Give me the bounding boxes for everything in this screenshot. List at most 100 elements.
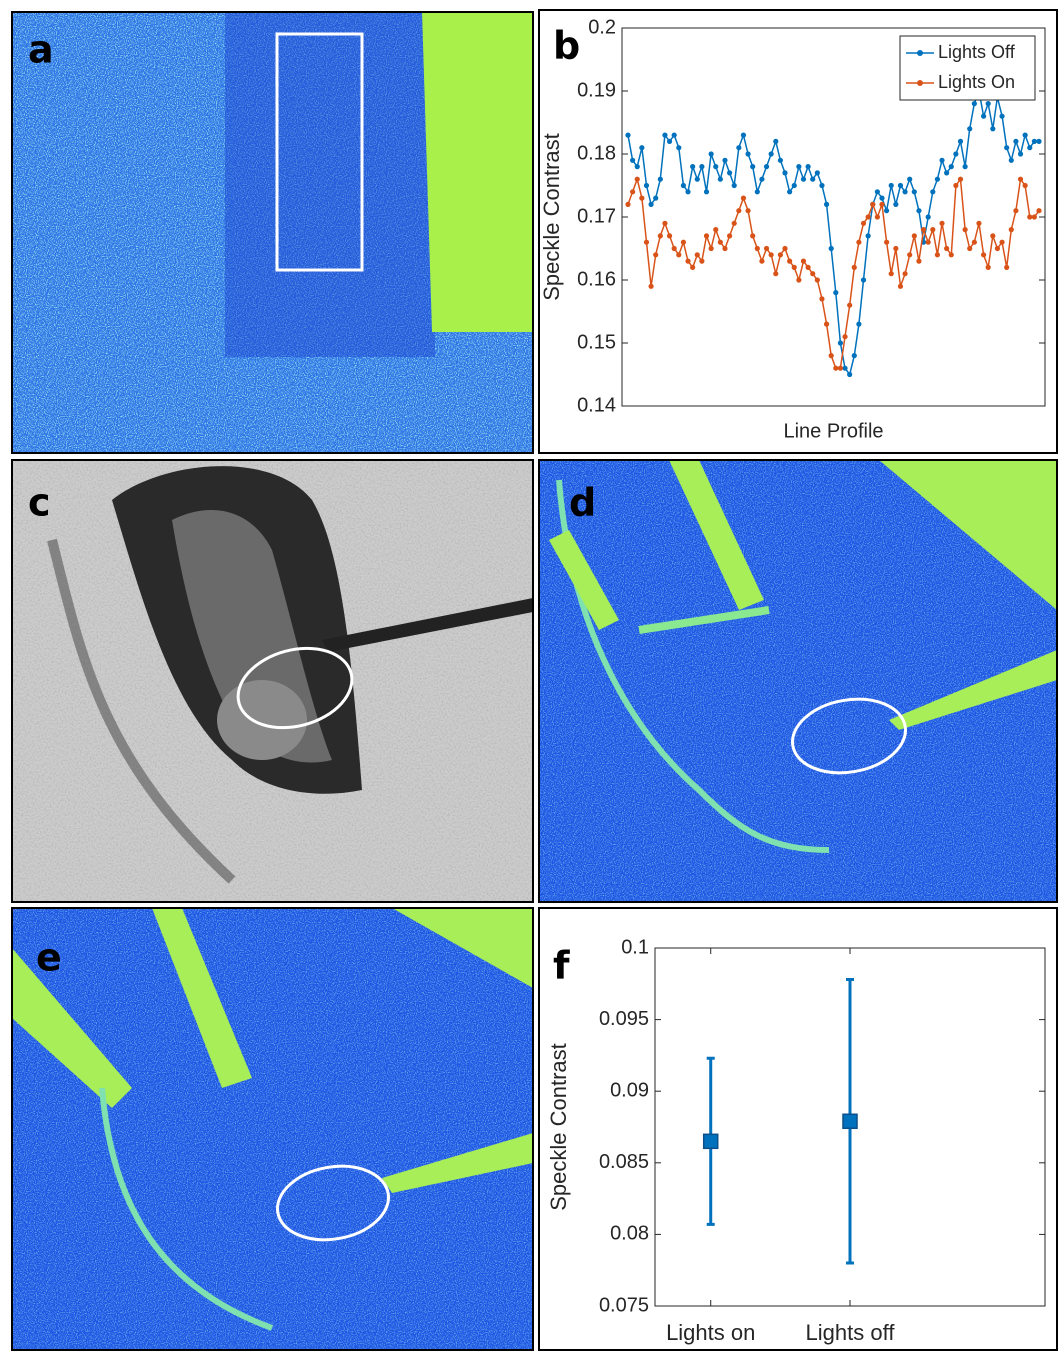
data-point <box>911 233 917 239</box>
data-point <box>911 189 917 195</box>
data-point <box>962 164 968 170</box>
data-point <box>925 239 931 245</box>
data-point <box>731 220 737 226</box>
data-point <box>888 271 894 277</box>
data-point <box>676 145 682 151</box>
data-point <box>726 170 733 176</box>
data-point <box>907 252 913 258</box>
panel-label: a <box>28 28 54 72</box>
data-point <box>985 101 991 107</box>
panel-border <box>11 11 534 454</box>
data-point <box>930 189 936 195</box>
data-point <box>630 189 636 195</box>
data-point <box>703 189 710 195</box>
data-point <box>759 176 765 182</box>
data-point <box>699 164 705 170</box>
x-axis-label: Line Profile <box>783 420 883 442</box>
data-point <box>837 365 844 371</box>
data-point <box>819 182 825 189</box>
data-point <box>1022 132 1028 138</box>
data-point <box>685 258 691 264</box>
data-point <box>787 258 793 264</box>
panel-label: f <box>553 944 570 988</box>
data-point <box>847 302 853 308</box>
data-point <box>702 1133 719 1150</box>
data-point <box>1022 182 1028 189</box>
data-point <box>842 334 848 340</box>
data-point <box>750 233 756 239</box>
data-point <box>837 340 844 346</box>
y-tick-label: 0.1 <box>621 936 649 958</box>
data-point <box>662 220 668 226</box>
y-tick-label: 0.15 <box>577 331 616 353</box>
data-point <box>722 245 728 252</box>
y-tick-label: 0.2 <box>588 16 616 38</box>
data-point <box>823 321 830 327</box>
data-point <box>653 252 659 258</box>
data-point <box>1027 145 1033 151</box>
legend-box <box>899 35 1036 101</box>
x-tick-label: Lights off <box>806 1320 896 1345</box>
data-point <box>630 157 636 163</box>
y-tick-label: 0.14 <box>577 394 616 416</box>
data-point <box>971 239 977 245</box>
data-point <box>851 264 857 270</box>
x-tick-label: Lights on <box>666 1320 755 1345</box>
data-point <box>990 126 996 132</box>
data-point <box>690 264 696 270</box>
data-point <box>879 201 885 207</box>
data-point <box>1017 151 1024 157</box>
data-point <box>1027 214 1033 220</box>
data-point <box>833 290 839 296</box>
data-point <box>777 157 783 163</box>
panel-label: e <box>36 936 62 980</box>
data-point <box>957 138 964 144</box>
data-point <box>980 113 987 119</box>
data-point <box>796 164 802 170</box>
panel-label: b <box>553 24 580 68</box>
data-point <box>690 164 696 170</box>
data-point <box>736 208 742 214</box>
data-point <box>634 176 640 182</box>
data-point <box>980 252 987 258</box>
data-point <box>842 1113 858 1130</box>
data-point <box>796 277 802 283</box>
data-point <box>787 189 793 195</box>
data-point <box>763 164 770 170</box>
data-point <box>865 233 871 239</box>
panel-border <box>538 907 1058 1351</box>
data-point <box>805 164 811 170</box>
data-point <box>768 252 774 258</box>
data-point <box>685 189 691 195</box>
data-point <box>948 252 954 258</box>
y-axis-label: Speckle Contrast <box>539 133 564 301</box>
data-point <box>717 176 723 182</box>
data-point <box>990 233 996 239</box>
data-point <box>791 182 797 189</box>
data-point <box>657 233 663 239</box>
data-point <box>763 245 770 252</box>
data-point <box>1008 227 1014 233</box>
data-point <box>773 138 779 144</box>
data-point <box>828 245 834 252</box>
y-tick-label: 0.09 <box>610 1079 649 1101</box>
data-point <box>893 245 899 252</box>
data-point <box>897 182 904 189</box>
image-e <box>12 908 533 1350</box>
data-point <box>768 151 774 157</box>
data-point <box>694 176 700 182</box>
data-point <box>879 195 885 201</box>
data-point <box>999 113 1005 119</box>
data-point <box>740 195 747 201</box>
data-point <box>643 182 650 189</box>
y-tick-label: 0.16 <box>577 268 616 290</box>
panel-label: c <box>28 481 51 525</box>
data-point <box>856 321 862 327</box>
y-tick-label: 0.085 <box>599 1151 649 1173</box>
image-a <box>12 12 533 453</box>
data-point <box>865 214 871 220</box>
data-point <box>944 245 950 252</box>
y-tick-label: 0.18 <box>577 142 616 164</box>
data-point <box>920 227 927 233</box>
